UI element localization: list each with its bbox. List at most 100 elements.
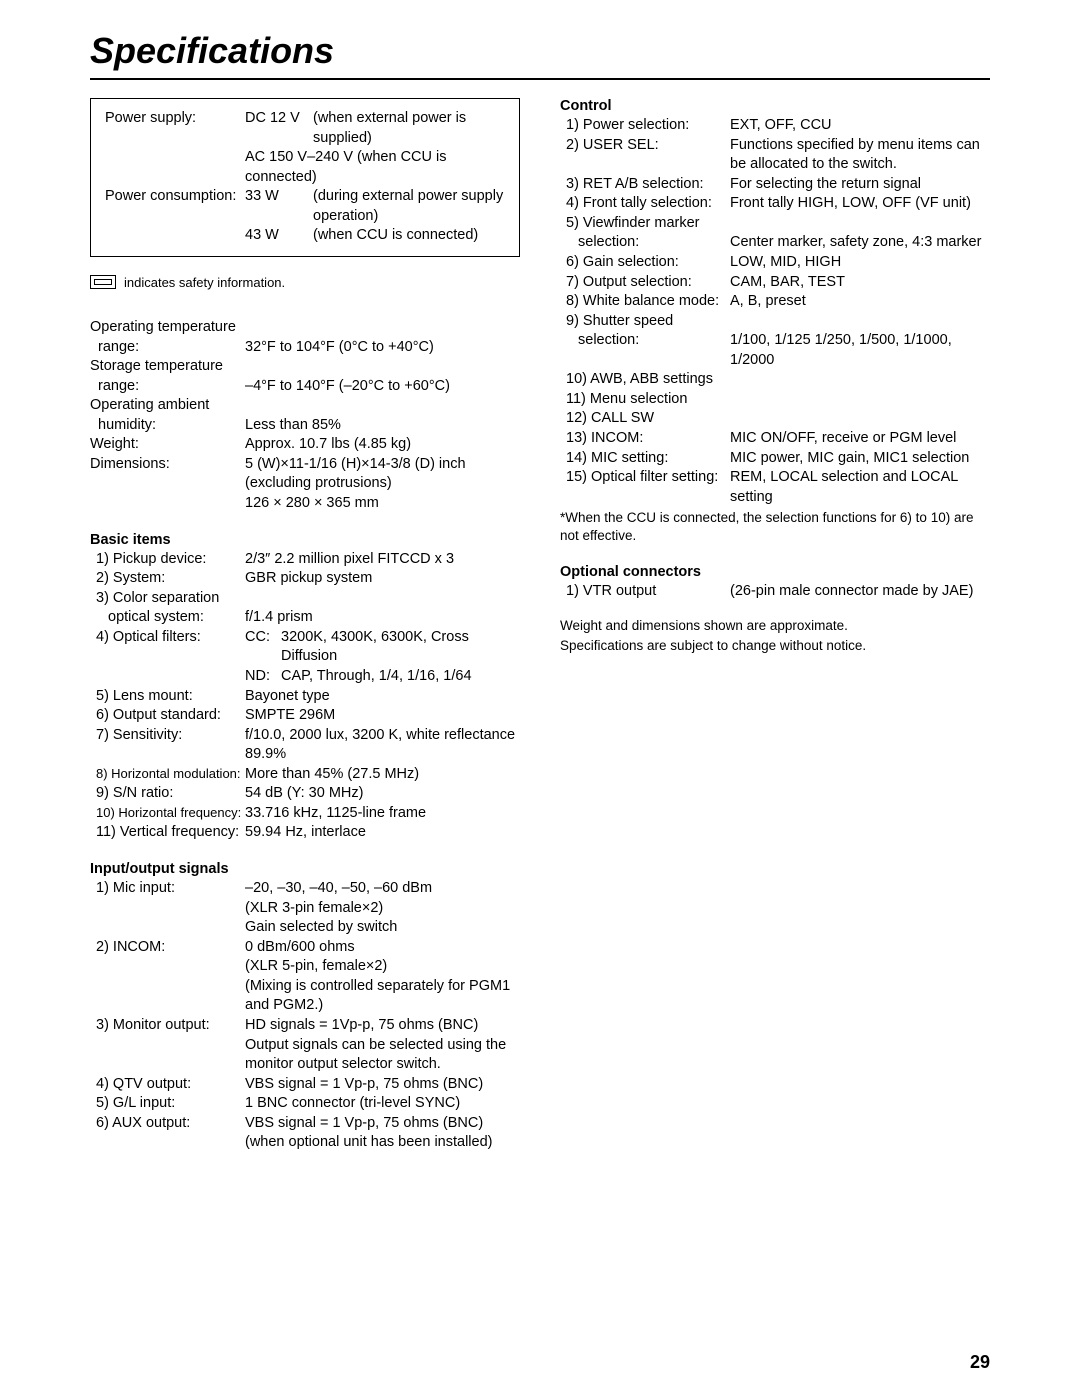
io6-v2: (when optional unit has been installed): [245, 1133, 520, 1153]
c11-l: 11) Menu selection: [560, 390, 687, 410]
c2-v: Functions specified by menu items can be…: [730, 136, 990, 175]
hum-v: Less than 85%: [245, 416, 520, 436]
io-head: Input/output signals: [90, 861, 520, 877]
c8-l: 8) White balance mode:: [560, 292, 730, 312]
c5b-l: selection:: [560, 233, 730, 253]
c6-l: 6) Gain selection:: [560, 253, 730, 273]
left-column: Power supply: DC 12 V (when external pow…: [90, 98, 520, 1153]
weight-l: Weight:: [90, 435, 245, 455]
footer-l1: Weight and dimensions shown are approxim…: [560, 617, 990, 635]
b1-v: 2/3″ 2.2 million pixel FITCCD x 3: [245, 550, 520, 570]
c9b-l: selection:: [560, 331, 730, 370]
power-cons-v1: 33 W: [245, 187, 313, 226]
b5-v: Bayonet type: [245, 687, 520, 707]
b9-v: 54 dB (Y: 30 MHz): [245, 784, 520, 804]
io5-v: 1 BNC connector (tri-level SYNC): [245, 1094, 520, 1114]
c5b-v: Center marker, safety zone, 4:3 marker: [730, 233, 990, 253]
b4-cc-l: CC:: [245, 628, 281, 667]
op-temp-l2: range:: [90, 338, 245, 358]
io3-v1: HD signals = 1Vp-p, 75 ohms (BNC): [245, 1016, 520, 1036]
c13-v: MIC ON/OFF, receive or PGM level: [730, 429, 990, 449]
power-supply-v2: (when external power is supplied): [313, 109, 505, 148]
b3a-l: 3) Color separation: [90, 589, 245, 609]
c7-l: 7) Output selection:: [560, 273, 730, 293]
page-number: 29: [970, 1352, 990, 1373]
footer-l2: Specifications are subject to change wit…: [560, 637, 990, 655]
b10-l: 10) Horizontal frequency:: [90, 804, 245, 824]
power-cons-v2b: (when CCU is connected): [313, 226, 505, 246]
dim-v3: 126 × 280 × 365 mm: [245, 494, 520, 514]
io2-l: 2) INCOM:: [90, 938, 245, 958]
control-head: Control: [560, 98, 990, 114]
hum-l1: Operating ambient: [90, 396, 245, 416]
io3-v2: Output signals can be selected using the…: [245, 1036, 520, 1075]
b2-l: 2) System:: [90, 569, 245, 589]
b4-nd-l: ND:: [245, 667, 281, 687]
b8-v: More than 45% (27.5 MHz): [245, 765, 520, 785]
c13-l: 13) INCOM:: [560, 429, 730, 449]
b4-cc-v: 3200K, 4300K, 6300K, Cross Diffusion: [281, 628, 520, 667]
dim-v1: 5 (W)×11-1/16 (H)×14-3/8 (D) inch: [245, 455, 520, 475]
c3-v: For selecting the return signal: [730, 175, 990, 195]
opt1-l: 1) VTR output: [560, 582, 730, 602]
b9-l: 9) S/N ratio:: [90, 784, 245, 804]
dim-v2: (excluding protrusions): [245, 474, 520, 494]
c7-v: CAM, BAR, TEST: [730, 273, 990, 293]
io4-l: 4) QTV output:: [90, 1075, 245, 1095]
c4-v: Front tally HIGH, LOW, OFF (VF unit): [730, 194, 990, 214]
c15-l: 15) Optical filter setting:: [560, 468, 730, 507]
b7-l: 7) Sensitivity:: [90, 726, 245, 765]
b3b-l: optical system:: [90, 608, 245, 628]
c8-v: A, B, preset: [730, 292, 990, 312]
io6-v1: VBS signal = 1 Vp-p, 75 ohms (BNC): [245, 1114, 520, 1134]
c2-l: 2) USER SEL:: [560, 136, 730, 175]
b1-l: 1) Pickup device:: [90, 550, 245, 570]
io3-l: 3) Monitor output:: [90, 1016, 245, 1036]
safety-note: indicates safety information.: [90, 275, 520, 290]
safety-text: indicates safety information.: [124, 275, 285, 290]
b6-v: SMPTE 296M: [245, 706, 520, 726]
c10-l: 10) AWB, ABB settings: [560, 370, 713, 390]
b6-l: 6) Output standard:: [90, 706, 245, 726]
optional-head: Optional connectors: [560, 564, 990, 580]
io2-v1: 0 dBm/600 ohms: [245, 938, 520, 958]
hum-l2: humidity:: [90, 416, 245, 436]
c5a-l: 5) Viewfinder marker: [560, 214, 730, 234]
power-supply-label: Power supply:: [105, 109, 245, 148]
dim-l: Dimensions:: [90, 455, 245, 475]
io4-v: VBS signal = 1 Vp-p, 75 ohms (BNC): [245, 1075, 520, 1095]
power-cons-v1b: 43 W: [245, 226, 313, 246]
st-temp-l2: range:: [90, 377, 245, 397]
page-title: Specifications: [90, 30, 990, 80]
power-supply-v1: DC 12 V: [245, 109, 313, 148]
c14-v: MIC power, MIC gain, MIC1 selection: [730, 449, 990, 469]
content-columns: Power supply: DC 12 V (when external pow…: [90, 98, 990, 1153]
opt1-v: (26-pin male connector made by JAE): [730, 582, 990, 602]
basic-head: Basic items: [90, 532, 520, 548]
b4-l: 4) Optical filters:: [90, 628, 245, 667]
power-box: Power supply: DC 12 V (when external pow…: [90, 98, 520, 257]
st-temp-l1: Storage temperature: [90, 357, 245, 377]
b4-nd-v: CAP, Through, 1/4, 1/16, 1/64: [281, 667, 520, 687]
io1-v1: –20, –30, –40, –50, –60 dBm: [245, 879, 520, 899]
c6-v: LOW, MID, HIGH: [730, 253, 990, 273]
c9a-l: 9) Shutter speed: [560, 312, 730, 332]
control-note: *When the CCU is connected, the selectio…: [560, 509, 990, 545]
power-supply-ac: AC 150 V–240 V (when CCU is connected): [245, 148, 505, 187]
c12-l: 12) CALL SW: [560, 409, 654, 429]
io1-v3: Gain selected by switch: [245, 918, 520, 938]
b11-l: 11) Vertical frequency:: [90, 823, 245, 843]
b7-v: f/10.0, 2000 lux, 3200 K, white reflecta…: [245, 726, 520, 765]
safety-icon: [90, 275, 116, 289]
io6-l: 6) AUX output:: [90, 1114, 245, 1134]
op-temp-l1: Operating temperature: [90, 318, 245, 338]
op-temp-v: 32°F to 104°F (0°C to +40°C): [245, 338, 520, 358]
io2-v3: (Mixing is controlled separately for PGM…: [245, 977, 520, 1016]
b11-v: 59.94 Hz, interlace: [245, 823, 520, 843]
c4-l: 4) Front tally selection:: [560, 194, 730, 214]
st-temp-v: –4°F to 140°F (–20°C to +60°C): [245, 377, 520, 397]
io1-l: 1) Mic input:: [90, 879, 245, 899]
b2-v: GBR pickup system: [245, 569, 520, 589]
b8-l: 8) Horizontal modulation:: [90, 765, 245, 785]
io1-v2: (XLR 3-pin female×2): [245, 899, 520, 919]
